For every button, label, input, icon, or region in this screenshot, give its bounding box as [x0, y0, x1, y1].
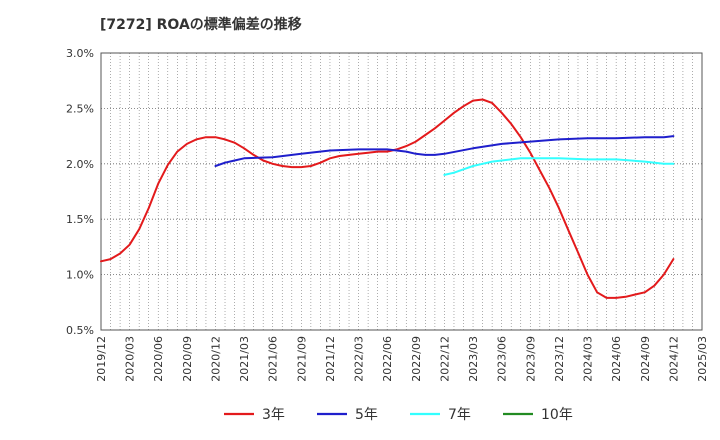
x-tick-label: 2022/03 [353, 336, 366, 382]
legend-label: 10年 [541, 407, 573, 423]
x-tick-label: 2020/09 [181, 336, 194, 382]
series-lines [100, 98, 675, 299]
legend-label: 7年 [448, 407, 471, 423]
x-axis: 2019/12 2020/03 2020/06 2020/09 2020/12 2021/… [95, 336, 709, 382]
legend: 3年 5年 7年 10年 [224, 407, 573, 423]
y-tick-label: 2.0% [66, 158, 94, 171]
y-tick-label: 3.0% [66, 47, 94, 60]
x-tick-label: 2023/06 [496, 336, 509, 382]
x-tick-label: 2021/06 [267, 336, 280, 382]
chart-title: [7272] ROAの標準偏差の推移 [100, 17, 302, 33]
x-tick-label: 2020/12 [209, 336, 222, 382]
x-tick-label: 2024/06 [610, 336, 623, 382]
x-tick-label: 2023/09 [524, 336, 537, 382]
x-tick-label: 2023/12 [553, 336, 566, 382]
x-tick-label: 2022/06 [381, 336, 394, 382]
series-line-3年 [100, 98, 675, 299]
x-tick-label: 2025/03 [696, 336, 709, 382]
y-tick-label: 1.5% [66, 213, 94, 226]
x-tick-label: 2021/12 [324, 336, 337, 382]
x-tick-label: 2022/12 [438, 336, 451, 382]
x-tick-label: 2020/03 [124, 336, 137, 382]
grid-lines [101, 53, 702, 330]
x-tick-label: 2021/09 [295, 336, 308, 382]
legend-label: 3年 [262, 407, 285, 423]
x-tick-label: 2022/09 [410, 336, 423, 382]
series-line-5年 [214, 135, 675, 167]
x-tick-label: 2023/03 [467, 336, 480, 382]
x-tick-label: 2020/06 [152, 336, 165, 382]
y-tick-label: 2.5% [66, 102, 94, 115]
plot-area [100, 52, 703, 331]
x-tick-label: 2019/12 [95, 336, 108, 382]
x-tick-label: 2024/03 [582, 336, 595, 382]
y-tick-label: 1.0% [66, 269, 94, 282]
series-line-7年 [443, 157, 675, 176]
y-axis: 0.5% 1.0% 1.5% 2.0% 2.5% 3.0% [66, 47, 94, 337]
y-tick-label: 0.5% [66, 324, 94, 337]
x-tick-label: 2021/03 [238, 336, 251, 382]
x-tick-label: 2024/09 [639, 336, 652, 382]
legend-label: 5年 [355, 407, 378, 423]
x-tick-label: 2024/12 [667, 336, 680, 382]
